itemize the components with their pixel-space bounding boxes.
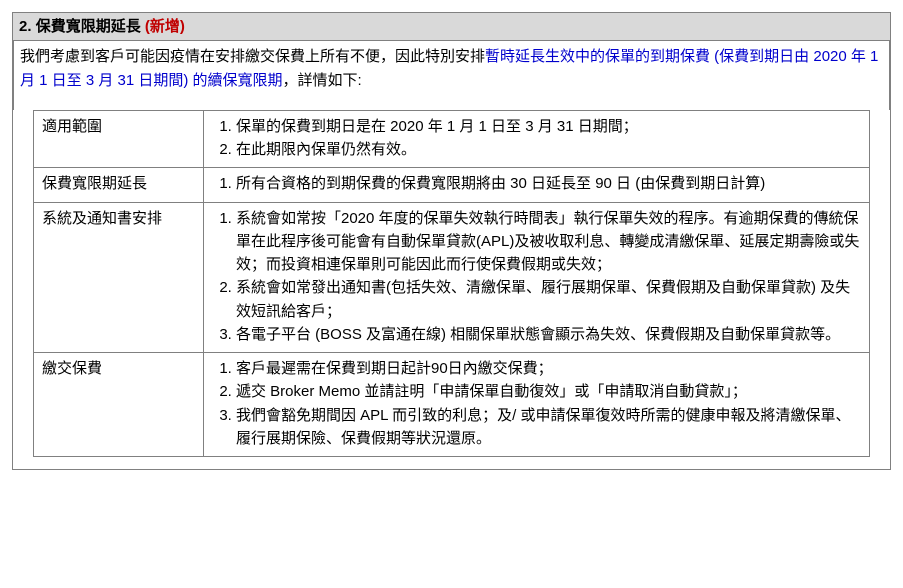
section-title: 保費寬限期延長 bbox=[36, 18, 141, 35]
section-body-wrap: 我們考慮到客戶可能因疫情在安排繳交保費上所有不便，因此特別安排暫時延長生效中的保… bbox=[12, 41, 891, 470]
intro-paragraph: 我們考慮到客戶可能因疫情在安排繳交保費上所有不便，因此特別安排暫時延長生效中的保… bbox=[13, 41, 890, 110]
row-content: 保單的保費到期日是在 2020 年 1 月 1 日至 3 月 31 日期間；在此… bbox=[204, 110, 870, 168]
new-tag: (新增) bbox=[145, 18, 185, 35]
row-label: 保費寬限期延長 bbox=[34, 168, 204, 202]
intro-pre: 我們考慮到客戶可能因疫情在安排繳交保費上所有不便，因此特別安排 bbox=[20, 48, 485, 65]
table-row: 適用範圍保單的保費到期日是在 2020 年 1 月 1 日至 3 月 31 日期… bbox=[34, 110, 870, 168]
list-item: 客戶最遲需在保費到期日起計90日內繳交保費； bbox=[236, 357, 861, 380]
list-item: 保單的保費到期日是在 2020 年 1 月 1 日至 3 月 31 日期間； bbox=[236, 115, 861, 138]
section-header: 2. 保費寬限期延長 (新增) bbox=[12, 12, 891, 41]
table-row: 繳交保費客戶最遲需在保費到期日起計90日內繳交保費；遞交 Broker Memo… bbox=[34, 353, 870, 457]
list-item: 所有合資格的到期保費的保費寬限期將由 30 日延長至 90 日 (由保費到期日計… bbox=[236, 172, 861, 195]
list-item: 各電子平台 (BOSS 及富通在線) 相關保單狀態會顯示為失效、保費假期及自動保… bbox=[236, 323, 861, 346]
row-label: 系統及通知書安排 bbox=[34, 202, 204, 353]
section-index: 2. bbox=[19, 18, 32, 35]
ordered-list: 系統會如常按「2020 年度的保單失效執行時間表」執行保單失效的程序。有逾期保費… bbox=[212, 207, 861, 347]
ordered-list: 保單的保費到期日是在 2020 年 1 月 1 日至 3 月 31 日期間；在此… bbox=[212, 115, 861, 162]
list-item: 遞交 Broker Memo 並請註明「申請保單自動復效」或「申請取消自動貸款」… bbox=[236, 380, 861, 403]
table-row: 保費寬限期延長 所有合資格的到期保費的保費寬限期將由 30 日延長至 90 日 (… bbox=[34, 168, 870, 202]
ordered-list: 所有合資格的到期保費的保費寬限期將由 30 日延長至 90 日 (由保費到期日計… bbox=[212, 172, 861, 195]
ordered-list: 客戶最遲需在保費到期日起計90日內繳交保費；遞交 Broker Memo 並請註… bbox=[212, 357, 861, 450]
table-row: 系統及通知書安排系統會如常按「2020 年度的保單失效執行時間表」執行保單失效的… bbox=[34, 202, 870, 353]
row-content: 系統會如常按「2020 年度的保單失效執行時間表」執行保單失效的程序。有逾期保費… bbox=[204, 202, 870, 353]
list-item: 系統會如常按「2020 年度的保單失效執行時間表」執行保單失效的程序。有逾期保費… bbox=[236, 207, 861, 277]
row-content: 所有合資格的到期保費的保費寬限期將由 30 日延長至 90 日 (由保費到期日計… bbox=[204, 168, 870, 202]
list-item: 在此期限內保單仍然有效。 bbox=[236, 138, 861, 161]
detail-table: 適用範圍保單的保費到期日是在 2020 年 1 月 1 日至 3 月 31 日期… bbox=[33, 110, 870, 457]
row-label: 適用範圍 bbox=[34, 110, 204, 168]
row-label: 繳交保費 bbox=[34, 353, 204, 457]
list-item: 系統會如常發出通知書(包括失效、清繳保單、履行展期保單、保費假期及自動保單貸款)… bbox=[236, 276, 861, 323]
list-item: 我們會豁免期間因 APL 而引致的利息；及/ 或申請保單復效時所需的健康申報及將… bbox=[236, 404, 861, 451]
intro-post: ，詳情如下: bbox=[283, 72, 362, 89]
row-content: 客戶最遲需在保費到期日起計90日內繳交保費；遞交 Broker Memo 並請註… bbox=[204, 353, 870, 457]
